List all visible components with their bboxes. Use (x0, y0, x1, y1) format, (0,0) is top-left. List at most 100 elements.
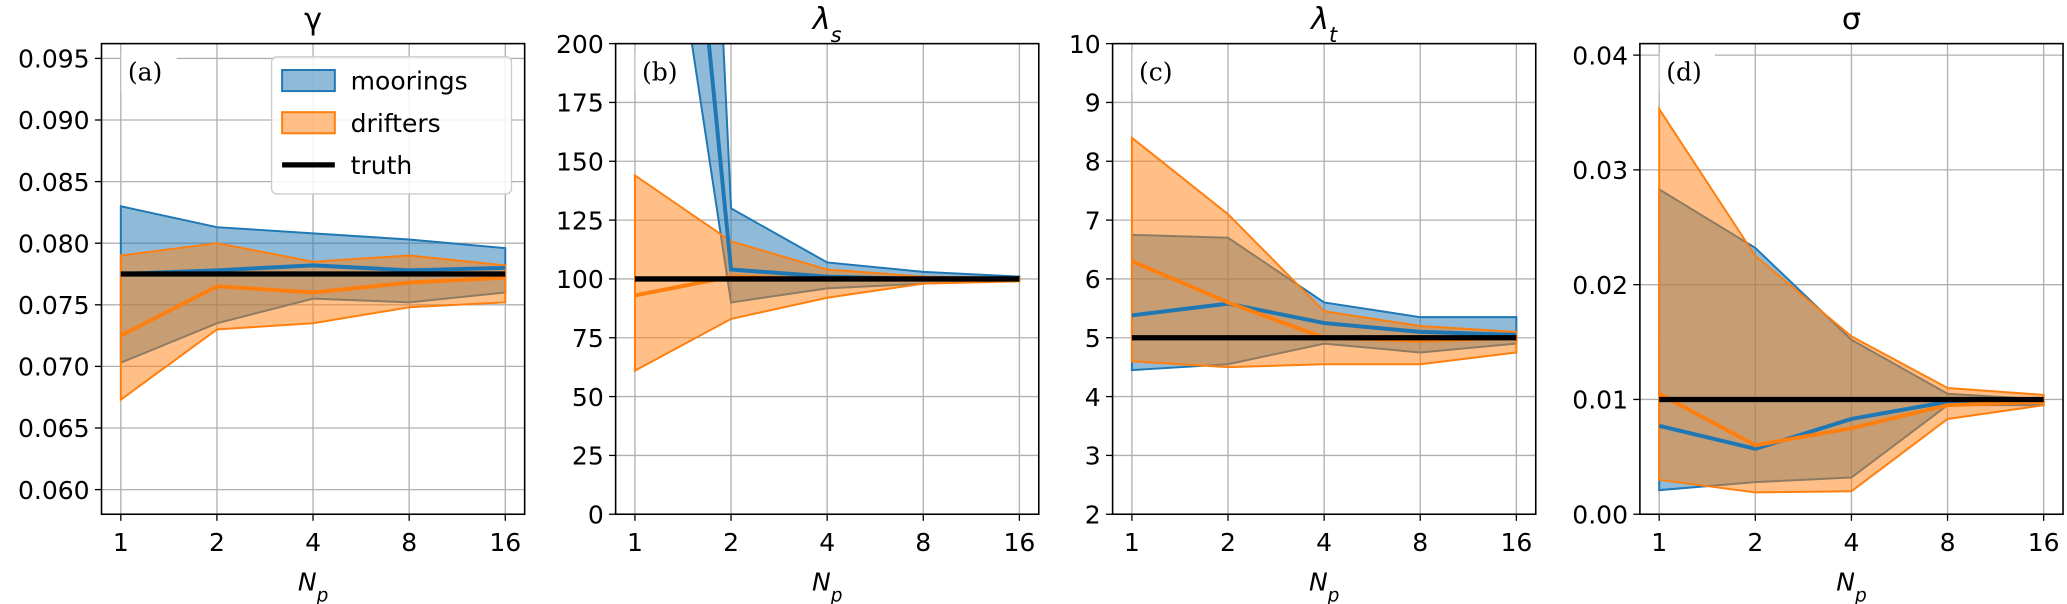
title-main: λ (1309, 2, 1329, 37)
x-tick-label: 8 (915, 528, 931, 557)
y-tick-label: 0.065 (18, 414, 90, 443)
x-axis-label: Np (812, 568, 842, 604)
panel: 0 25 50 75 100 125 150 175 200 1 2 4 8 16 (b) λs Np (556, 2, 1040, 604)
title-sub: s (831, 22, 842, 47)
legend-swatch (281, 69, 336, 93)
plot-area (1130, 135, 1518, 372)
x-tick-label: 8 (1940, 528, 1956, 557)
y-tick-label: 150 (556, 148, 604, 177)
median-line (1131, 301, 1517, 337)
legend-swatch (281, 111, 336, 135)
x-tick-label: 1 (1124, 528, 1140, 557)
y-tick-label: 4 (1085, 383, 1101, 412)
panel-label-box (1132, 52, 1188, 93)
y-tick-label: 0.03 (1572, 156, 1628, 185)
axes-frame (1111, 42, 1537, 516)
y-tick-label: 25 (572, 442, 604, 471)
y-tick-label: 2 (1085, 500, 1101, 529)
x-tick-label: 1 (113, 528, 129, 557)
panel: 0.060 0.065 0.070 0.075 0.080 0.085 0.090 0.095… (18, 2, 526, 604)
uncertainty-band (1658, 105, 2045, 494)
title-main: γ (304, 2, 322, 37)
panel-label: (b) (642, 58, 678, 87)
y-tick-label: 0.090 (18, 106, 90, 135)
y-tick-label: 0.02 (1572, 271, 1628, 300)
x-tick-label: 2 (723, 528, 739, 557)
x-tick-label: 16 (1003, 528, 1035, 557)
panel-label-box (121, 52, 177, 93)
x-tick-label: 2 (1220, 528, 1236, 557)
x-label-main: N (1836, 568, 1855, 597)
x-label-sub: p (316, 585, 329, 604)
panel-label-box (635, 52, 691, 93)
y-tick-label: 9 (1085, 89, 1101, 118)
chart-title: γ (304, 2, 322, 37)
y-tick-label: 5 (1085, 324, 1101, 353)
plot-area (119, 205, 507, 402)
panel: 0.00 0.01 0.02 0.03 0.04 1 2 4 8 16 (d) σ Np (1572, 2, 2064, 604)
y-tick-label: 0.080 (18, 229, 90, 258)
axes-frame (1639, 42, 2064, 516)
chart-title: λs (811, 2, 842, 46)
x-label-sub: p (1327, 585, 1340, 604)
median-line (1658, 391, 2044, 448)
x-label-main: N (298, 568, 317, 597)
x-tick-label: 4 (1316, 528, 1332, 557)
x-tick-label: 2 (209, 528, 225, 557)
x-tick-label: 1 (1651, 528, 1667, 557)
y-tick-label: 0.01 (1572, 386, 1628, 415)
y-tick-label: 6 (1085, 265, 1101, 294)
y-tick-label: 0.070 (18, 353, 90, 382)
y-tick-label: 0.060 (18, 476, 90, 505)
title-main: λ (811, 2, 831, 37)
y-tick-label: 200 (556, 30, 604, 59)
y-tick-label: 7 (1085, 206, 1101, 235)
y-tick-label: 100 (556, 265, 604, 294)
y-tick-label: 0 (588, 500, 604, 529)
y-tick-label: 0.075 (18, 291, 90, 320)
x-tick-label: 8 (1412, 528, 1428, 557)
x-tick-label: 8 (401, 528, 417, 557)
axes-frame (614, 42, 1040, 516)
panel-label-box (1659, 52, 1716, 93)
y-tick-label: 3 (1085, 442, 1101, 471)
x-tick-label: 16 (489, 528, 521, 557)
legend: moorings drifters truth (270, 56, 513, 195)
panel-label: (c) (1139, 58, 1173, 87)
x-tick-label: 16 (1500, 528, 1532, 557)
title-sub: t (1329, 22, 1338, 47)
x-label-sub: p (830, 585, 843, 604)
median-line (119, 275, 506, 338)
y-tick-label: 0.00 (1572, 500, 1628, 529)
x-tick-label: 4 (819, 528, 835, 557)
legend-label: truth (351, 151, 413, 180)
panel-label: (a) (128, 58, 162, 87)
plot-area (1658, 105, 2045, 494)
x-tick-label: 1 (627, 528, 643, 557)
x-tick-label: 4 (305, 528, 321, 557)
plot-area (633, 43, 1021, 373)
y-tick-label: 0.04 (1572, 41, 1628, 70)
x-tick-label: 16 (2028, 528, 2060, 557)
x-label-sub: p (1854, 585, 1867, 604)
y-tick-label: 125 (556, 206, 604, 235)
x-axis-label: Np (298, 568, 328, 604)
x-axis-label: Np (1836, 568, 1866, 604)
y-tick-label: 75 (572, 324, 604, 353)
y-tick-label: 175 (556, 89, 604, 118)
legend-label: moorings (351, 67, 468, 96)
x-axis-label: Np (1309, 568, 1339, 604)
panel-label: (d) (1666, 58, 1702, 87)
chart-title: λt (1309, 2, 1338, 46)
x-label-main: N (812, 568, 831, 597)
y-tick-label: 50 (572, 383, 604, 412)
y-tick-label: 10 (1069, 30, 1101, 59)
legend-label: drifters (351, 109, 441, 138)
y-tick-label: 0.095 (18, 45, 90, 74)
x-tick-label: 2 (1747, 528, 1763, 557)
y-tick-label: 0.085 (18, 168, 90, 197)
x-label-main: N (1309, 568, 1328, 597)
